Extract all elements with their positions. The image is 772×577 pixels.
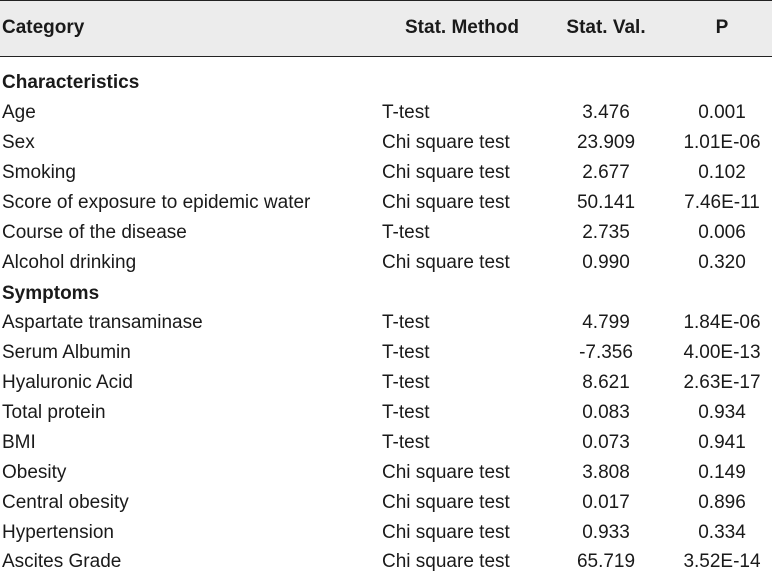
cell-category: Course of the disease [2,222,187,243]
cell-value: 2.735 [582,222,630,243]
cell-value: 3.476 [582,102,630,123]
cell-category: Age [2,102,36,123]
cell-category: Serum Albumin [2,342,131,363]
table-row: Hyaluronic Acid T-test 8.621 2.63E-17 [0,368,772,398]
cell-method: Chi square test [382,192,510,213]
header-p: P [715,17,729,38]
cell-method: Chi square test [382,252,510,273]
cell-value: 0.990 [582,252,630,273]
table-row: Hypertension Chi square test 0.933 0.334 [0,518,772,548]
cell-category: BMI [2,432,36,453]
cell-p: 0.001 [698,102,746,123]
cell-method: T-test [382,372,430,393]
cell-value: 4.799 [582,312,630,333]
cell-method: Chi square test [382,522,510,543]
cell-value: 3.808 [582,462,630,483]
cell-value: 50.141 [576,192,636,213]
table-header: Category Stat. Method Stat. Val. P [0,0,772,57]
cell-method: Chi square test [382,492,510,513]
section-title-row: Symptoms [0,279,772,309]
table-row: Alcohol drinking Chi square test 0.990 0… [0,248,772,278]
cell-value: 0.017 [582,492,630,513]
cell-method: T-test [382,432,430,453]
table-row: Obesity Chi square test 3.808 0.149 [0,458,772,488]
cell-value: 23.909 [576,132,636,153]
table-row: Age T-test 3.476 0.001 [0,98,772,128]
cell-category: Score of exposure to epidemic water [2,192,311,213]
cell-category: Obesity [2,462,67,483]
cell-value: 65.719 [576,551,636,572]
table-row: Total protein T-test 0.083 0.934 [0,398,772,428]
cell-method: T-test [382,312,430,333]
cell-p: 0.149 [698,462,746,483]
table-row: Ascites Grade Chi square test 65.719 3.5… [0,547,772,577]
cell-p: 0.006 [698,222,746,243]
cell-p: 0.102 [698,162,746,183]
section-title: Characteristics [2,72,140,93]
section-title: Symptoms [2,283,100,304]
header-value: Stat. Val. [566,17,646,38]
cell-p: 0.941 [698,432,746,453]
cell-method: T-test [382,402,430,423]
cell-p: 0.896 [698,492,746,513]
table-row: BMI T-test 0.073 0.941 [0,428,772,458]
cell-method: T-test [382,102,430,123]
cell-p: 1.84E-06 [683,312,761,333]
cell-p: 0.320 [698,252,746,273]
section-title-row: Characteristics [0,68,772,98]
cell-category: Hypertension [2,522,114,543]
cell-method: Chi square test [382,551,510,572]
table-row: Course of the disease T-test 2.735 0.006 [0,218,772,248]
cell-value: -7.356 [579,342,633,363]
cell-category: Total protein [2,402,106,423]
cell-value: 0.073 [582,432,630,453]
header-category: Category [2,17,85,38]
cell-method: Chi square test [382,132,510,153]
cell-p: 0.934 [698,402,746,423]
table-row: Serum Albumin T-test -7.356 4.00E-13 [0,338,772,368]
cell-method: Chi square test [382,462,510,483]
cell-category: Aspartate transaminase [2,312,203,333]
cell-value: 2.677 [582,162,630,183]
table-row: Smoking Chi square test 2.677 0.102 [0,158,772,188]
cell-category: Ascites Grade [2,551,122,572]
table-row: Sex Chi square test 23.909 1.01E-06 [0,128,772,158]
cell-category: Alcohol drinking [2,252,137,273]
cell-value: 0.933 [582,522,630,543]
table-row: Aspartate transaminase T-test 4.799 1.84… [0,308,772,338]
cell-value: 0.083 [582,402,630,423]
cell-method: T-test [382,222,430,243]
cell-category: Hyaluronic Acid [2,372,133,393]
table-row: Score of exposure to epidemic water Chi … [0,188,772,218]
cell-p: 4.00E-13 [683,342,761,363]
cell-category: Sex [2,132,35,153]
cell-p: 1.01E-06 [683,132,761,153]
cell-method: Chi square test [382,162,510,183]
header-method: Stat. Method [405,17,519,38]
table-row: Central obesity Chi square test 0.017 0.… [0,488,772,518]
cell-value: 8.621 [582,372,630,393]
cell-method: T-test [382,342,430,363]
cell-category: Smoking [2,162,76,183]
header-row: Category Stat. Method Stat. Val. P [0,13,772,43]
cell-p: 3.52E-14 [683,551,761,572]
cell-p: 7.46E-11 [684,192,760,213]
cell-p: 2.63E-17 [683,372,761,393]
cell-category: Central obesity [2,492,129,513]
cell-p: 0.334 [698,522,746,543]
